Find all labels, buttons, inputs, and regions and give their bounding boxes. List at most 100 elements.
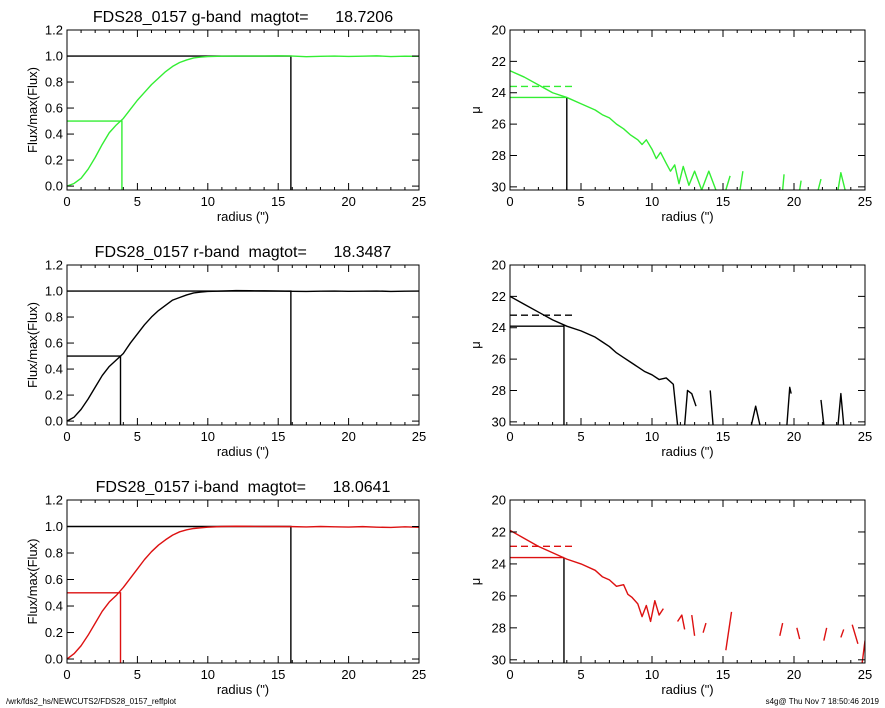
- y-tick-label: 0.2: [45, 153, 63, 168]
- data-series-10: [851, 624, 859, 645]
- panel-4: 0 5 10 15 20 25 20 22 24 26 28 30 radius (") μ: [468, 258, 872, 460]
- y-tick-label: 20: [492, 493, 506, 508]
- y-tick-label: 28: [492, 620, 506, 635]
- y-axis-label: Flux/max(Flux): [25, 67, 40, 153]
- data-series-3: [739, 171, 744, 190]
- x-tick-label: 20: [341, 667, 355, 682]
- x-tick-label: 15: [271, 667, 285, 682]
- data-series-9: [840, 629, 845, 638]
- y-tick-label: 1.2: [45, 23, 63, 38]
- y-tick-label: 0.2: [45, 388, 63, 403]
- y-tick-label: 0.6: [45, 572, 63, 587]
- y-axis-label: μ: [468, 578, 483, 586]
- x-tick-label: 10: [201, 194, 215, 209]
- y-tick-label: 24: [492, 85, 506, 100]
- x-axis-label: radius ("): [661, 682, 713, 697]
- data-series-6: [820, 399, 825, 425]
- data-series-5: [786, 386, 792, 425]
- data-series-2: [683, 389, 697, 425]
- y-tick-label: 28: [492, 148, 506, 163]
- data-series-2: [725, 175, 731, 190]
- y-tick-label: 26: [492, 588, 506, 603]
- y-tick-label: 0.8: [45, 75, 63, 90]
- y-tick-label: 0.0: [45, 179, 63, 194]
- data-series-6: [817, 178, 822, 190]
- chart-title: FDS28_0157 i-band magtot= 18.0641: [96, 479, 391, 496]
- data-series-6: [779, 622, 784, 636]
- x-tick-label: 5: [577, 429, 584, 444]
- plot-frame: [509, 264, 866, 426]
- reference-line-1: [510, 325, 565, 425]
- y-tick-label: 0.2: [45, 625, 63, 640]
- y-tick-label: 1.2: [45, 258, 63, 273]
- x-tick-label: 15: [271, 429, 285, 444]
- x-axis-label: radius ("): [217, 444, 269, 459]
- x-tick-label: 10: [201, 429, 215, 444]
- x-tick-label: 25: [858, 667, 872, 682]
- x-tick-label: 15: [716, 194, 730, 209]
- y-tick-label: 0.4: [45, 362, 63, 377]
- reference-line-1: [67, 592, 122, 663]
- plot-frame: [66, 264, 420, 426]
- chart-title: FDS28_0157 g-band magtot= 18.7206: [93, 9, 393, 26]
- y-tick-label: 22: [492, 54, 506, 69]
- x-tick-label: 0: [63, 194, 70, 209]
- x-tick-label: 10: [201, 667, 215, 682]
- y-tick-label: 0.6: [45, 101, 63, 116]
- y-axis-label: Flux/max(Flux): [25, 539, 40, 625]
- x-tick-label: 20: [787, 429, 801, 444]
- plot-frame: [66, 29, 420, 191]
- data-series-4: [750, 405, 761, 425]
- y-tick-label: 22: [492, 289, 506, 304]
- x-tick-label: 0: [506, 429, 513, 444]
- x-tick-label: 0: [63, 667, 70, 682]
- y-tick-label: 0.4: [45, 599, 63, 614]
- x-tick-label: 25: [858, 429, 872, 444]
- data-series-5: [798, 180, 802, 190]
- y-tick-label: 26: [492, 117, 506, 132]
- data-series-4: [702, 622, 707, 633]
- x-axis-label: radius ("): [661, 444, 713, 459]
- y-tick-label: 1.0: [45, 49, 63, 64]
- x-tick-label: 10: [645, 667, 659, 682]
- panel-1: 0 5 10 15 20 25 0.0 0.2 0.4 0.6 0.8 1.0 1.2 radius ("…: [25, 9, 426, 224]
- x-tick-label: 20: [787, 667, 801, 682]
- reference-line-2: [67, 55, 292, 190]
- x-tick-label: 15: [716, 667, 730, 682]
- x-tick-label: 5: [134, 429, 141, 444]
- x-tick-label: 15: [271, 194, 285, 209]
- data-series-2: [676, 614, 686, 630]
- x-tick-label: 0: [506, 667, 513, 682]
- data-series-1: [67, 525, 419, 660]
- x-tick-label: 5: [577, 667, 584, 682]
- x-axis-label: radius ("): [217, 209, 269, 224]
- x-tick-label: 20: [787, 194, 801, 209]
- y-tick-label: 22: [492, 524, 506, 539]
- y-tick-label: 0.4: [45, 127, 63, 142]
- y-tick-label: 0.6: [45, 336, 63, 351]
- y-tick-label: 20: [492, 258, 506, 273]
- data-series-7: [837, 392, 845, 425]
- x-tick-label: 10: [645, 429, 659, 444]
- footer-file-path: /wrk/fds2_hs/NEWCUTS2/FDS28_0157_reffplo…: [6, 697, 177, 706]
- y-tick-label: 0.0: [45, 414, 63, 429]
- y-tick-label: 1.2: [45, 493, 63, 508]
- data-series-7: [837, 172, 846, 190]
- y-tick-label: 24: [492, 556, 506, 571]
- reference-line-2: [67, 525, 292, 663]
- panel-3: 0 5 10 15 20 25 0.0 0.2 0.4 0.6 0.8 1.0 1.2 radius ("…: [25, 244, 426, 459]
- data-series-3: [691, 614, 696, 636]
- data-series-1: [510, 295, 679, 425]
- x-tick-label: 0: [506, 194, 513, 209]
- y-tick-label: 0.8: [45, 310, 63, 325]
- panel-5: 0 5 10 15 20 25 0.0 0.2 0.4 0.6 0.8 1.0 1.2 radius ("…: [25, 479, 426, 697]
- y-axis-label: μ: [468, 106, 483, 114]
- data-series-1: [67, 289, 419, 422]
- data-series-1: [510, 529, 664, 623]
- panel-2: 0 5 10 15 20 25 20 22 24 26 28 30 radius (") μ: [468, 23, 872, 225]
- panel-6: 0 5 10 15 20 25 20 22 24 26 28 30 radius (") μ: [468, 493, 872, 698]
- x-axis-label: radius ("): [661, 209, 713, 224]
- y-tick-label: 26: [492, 352, 506, 367]
- x-tick-label: 25: [858, 194, 872, 209]
- y-tick-label: 1.0: [45, 519, 63, 534]
